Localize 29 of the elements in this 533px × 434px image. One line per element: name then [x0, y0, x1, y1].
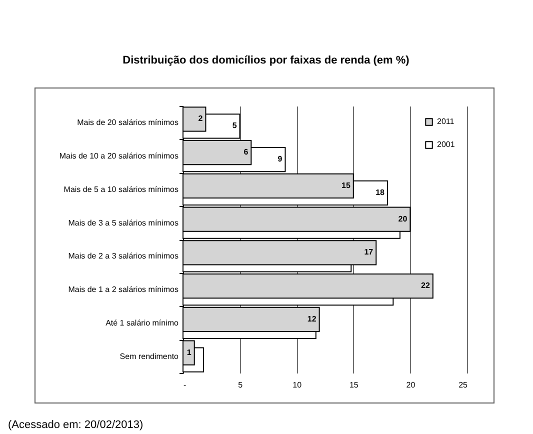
x-tick-label: 25 [458, 380, 468, 390]
x-tick-label: - [184, 380, 186, 390]
data-label: 2 [198, 114, 204, 124]
legend-label: 2001 [437, 140, 456, 149]
data-label: 18 [376, 188, 386, 197]
x-tick-label: 15 [349, 380, 359, 390]
data-label: 5 [232, 121, 238, 130]
data-label: 15 [341, 180, 351, 190]
data-label: 17 [364, 248, 374, 257]
x-tick-label: 20 [406, 380, 416, 390]
y-tick-label: Mais de 5 a 10 salários mínimos [64, 184, 178, 194]
y-tick-label: Mais de 2 a 3 salários mínimos [68, 252, 178, 261]
y-tick-label: Mais de 10 a 20 salários mínimos [59, 152, 178, 161]
data-label: 6 [244, 148, 249, 157]
y-tick-label: Sem rendimento [120, 352, 180, 361]
y-tick-label: Até 1 salário mínimo [106, 318, 180, 328]
legend-label: 2011 [437, 117, 455, 126]
data-label: 20 [398, 214, 408, 224]
text: (Acessado em: 20/02/2013) [8, 419, 144, 431]
chart-title: Distribuição dos domicílios por faixas de renda (em %) [122, 54, 410, 66]
x-tick-label: 10 [292, 380, 302, 390]
data-label: 9 [278, 154, 283, 164]
data-label: 1 [186, 348, 192, 357]
data-label: 22 [421, 281, 430, 290]
y-tick-label: Mais de 3 a 5 salários mínimos [68, 218, 178, 228]
y-tick-label: Mais de 1 a 2 salários mínimos [68, 285, 178, 294]
x-tick-label: 5 [238, 380, 244, 390]
data-label: 12 [307, 314, 317, 324]
y-tick-label: Mais de 20 salários mínimos [77, 118, 178, 128]
